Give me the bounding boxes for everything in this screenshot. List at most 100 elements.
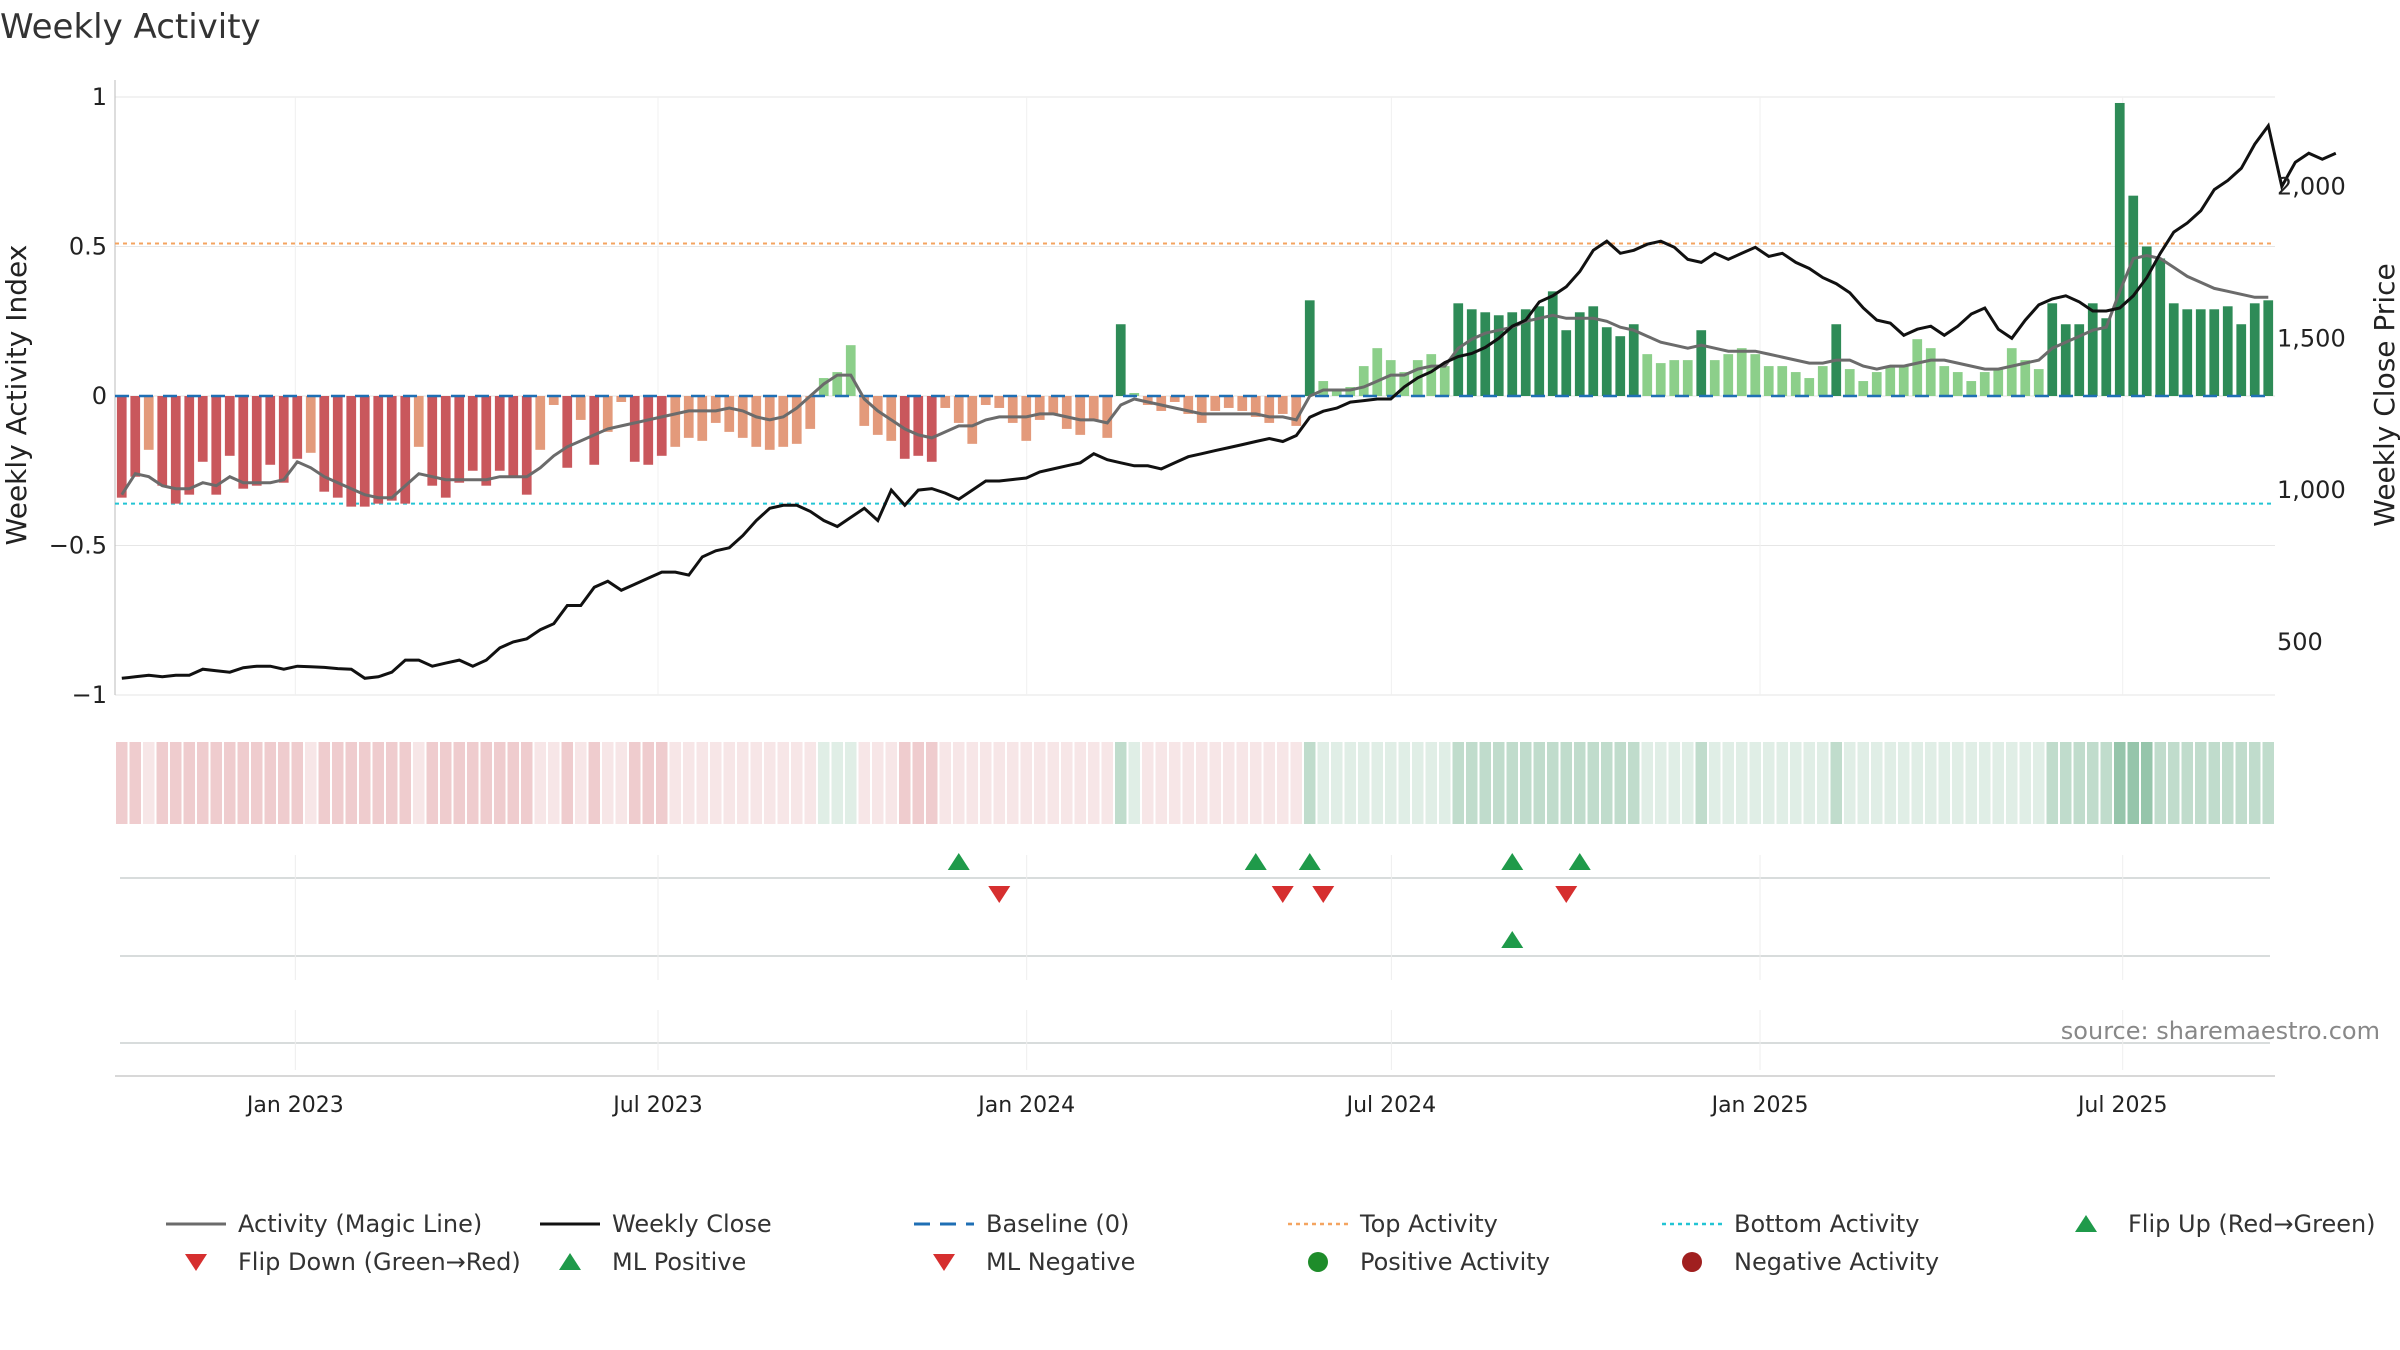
heat-strip-cell	[1695, 742, 1707, 824]
activity-bar	[1534, 306, 1545, 396]
heat-strip-cell	[939, 742, 951, 824]
activity-bar	[2182, 309, 2193, 396]
heat-strip-cell	[2154, 742, 2166, 824]
activity-bar	[764, 396, 775, 450]
activity-bar	[413, 396, 424, 447]
legend-label: Weekly Close	[612, 1210, 772, 1238]
heat-strip-cell	[1007, 742, 1019, 824]
activity-bar	[1682, 360, 1693, 396]
heat-strip-cell	[2195, 742, 2207, 824]
activity-bar	[494, 396, 505, 471]
source-credit: source: sharemaestro.com	[2061, 1017, 2380, 1045]
heat-strip-cell	[737, 742, 749, 824]
heat-strip-cell	[1655, 742, 1667, 824]
heat-strip-cell	[1155, 742, 1167, 824]
legend-label: Positive Activity	[1360, 1248, 1550, 1276]
activity-bar	[1507, 312, 1518, 396]
activity-bar	[2033, 369, 2044, 396]
activity-bar	[980, 396, 991, 405]
legend-item: ML Positive	[559, 1248, 746, 1276]
heat-strip-cell	[1547, 742, 1559, 824]
heat-strip-cell	[642, 742, 654, 824]
y-tick-left: 1	[92, 83, 107, 111]
heat-strip-cell	[2235, 742, 2247, 824]
heat-strip-cell	[777, 742, 789, 824]
activity-bar	[1952, 372, 1963, 396]
activity-bar	[1885, 366, 1896, 396]
activity-bar	[967, 396, 978, 444]
heat-strip-cell	[116, 742, 128, 824]
flip-down-marker	[1312, 886, 1335, 903]
activity-bar	[1804, 378, 1815, 396]
activity-bar	[1304, 300, 1315, 396]
activity-bar	[2249, 303, 2260, 396]
legend-item: Baseline (0)	[914, 1210, 1129, 1238]
heat-strip-cell	[1803, 742, 1815, 824]
activity-bar	[1115, 324, 1126, 396]
activity-bar	[319, 396, 330, 492]
activity-bar	[2087, 303, 2098, 396]
heat-strip-cell	[1776, 742, 1788, 824]
heat-strip-cell	[1020, 742, 1032, 824]
heat-strip-cell	[1412, 742, 1424, 824]
heat-strip-cell	[2222, 742, 2234, 824]
heat-strip-cell	[1209, 742, 1221, 824]
x-tick-label: Jan 2025	[1710, 1093, 1809, 1118]
activity-bar	[278, 396, 289, 483]
heat-strip-cell	[1358, 742, 1370, 824]
activity-bar	[1183, 396, 1194, 414]
heat-strip-cell	[1250, 742, 1262, 824]
heat-strip-cell	[1317, 742, 1329, 824]
heat-strip-cell	[494, 742, 506, 824]
activity-bar	[616, 396, 627, 402]
activity-bar	[373, 396, 384, 504]
activity-bar	[872, 396, 883, 435]
legend-swatch	[933, 1254, 955, 1271]
heat-strip-cell	[1344, 742, 1356, 824]
activity-bar	[143, 396, 154, 450]
heat-strip-cell	[696, 742, 708, 824]
heat-strip-cell	[1871, 742, 1883, 824]
heat-strip-cell	[426, 742, 438, 824]
heat-strip-cell	[1898, 742, 1910, 824]
heat-strip-cell	[521, 742, 533, 824]
activity-bar	[1723, 354, 1734, 396]
activity-bar	[724, 396, 735, 432]
activity-bar	[1223, 396, 1234, 408]
activity-bar	[184, 396, 195, 495]
activity-bar	[467, 396, 478, 471]
series-lines	[115, 122, 2337, 680]
heat-strip-cell	[129, 742, 141, 824]
heat-strip-cell	[1263, 742, 1275, 824]
activity-bar	[1007, 396, 1018, 423]
activity-bar	[737, 396, 748, 438]
legend-item: Weekly Close	[540, 1210, 772, 1238]
heat-strip-cell	[1425, 742, 1437, 824]
activity-bar	[332, 396, 343, 498]
activity-bar	[2060, 324, 2071, 396]
heat-strip-cell	[791, 742, 803, 824]
y-tick-left: 0.5	[69, 233, 107, 261]
activity-bar	[1898, 366, 1909, 396]
activity-bar	[2209, 309, 2220, 396]
heat-strip-cell	[156, 742, 168, 824]
heat-strip-cell	[980, 742, 992, 824]
heat-strip-cell	[669, 742, 681, 824]
activity-bar	[2195, 309, 2206, 396]
activity-bar	[1669, 360, 1680, 396]
activity-bar	[994, 396, 1005, 408]
heat-strip-cell	[1223, 742, 1235, 824]
heat-strip-cell	[2127, 742, 2139, 824]
activity-bar	[346, 396, 357, 507]
heat-strip-cell	[1196, 742, 1208, 824]
y-axis-left-title: Weekly Activity Index	[0, 245, 33, 546]
flip-down-marker	[988, 886, 1011, 903]
flip-up-marker	[1298, 853, 1321, 870]
legend: Activity (Magic Line) Weekly Close Baselin…	[166, 1210, 2376, 1276]
heat-strip-cell	[1493, 742, 1505, 824]
heat-strip-cell	[224, 742, 236, 824]
heat-strip-cell	[899, 742, 911, 824]
activity-bar	[1844, 369, 1855, 396]
heat-strip-cell	[2249, 742, 2261, 824]
activity-bar	[1520, 309, 1531, 396]
